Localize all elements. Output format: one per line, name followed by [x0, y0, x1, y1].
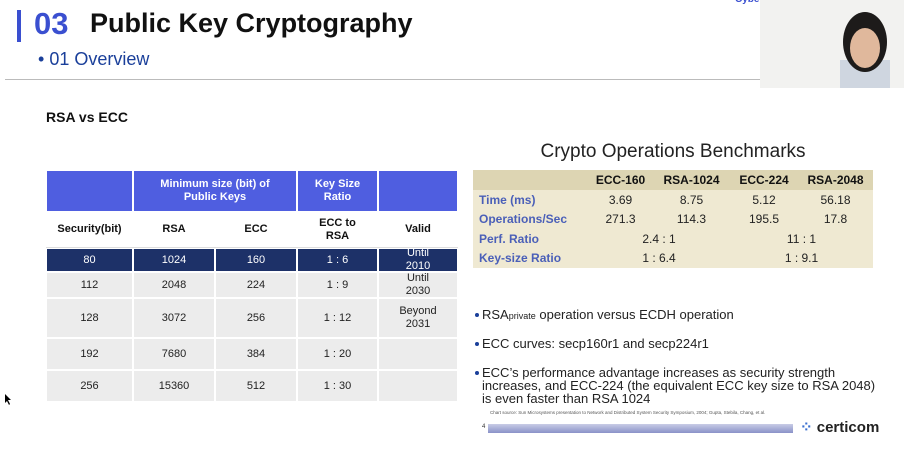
subtitle-text: 01 Overview: [49, 49, 150, 69]
empty-cell: [378, 338, 458, 370]
bullet: RSAprivate operation versus ECDH operati…: [475, 307, 882, 323]
table-cell: 2048: [133, 272, 215, 298]
table-cell: 192: [46, 338, 133, 370]
footer-bar: [488, 424, 793, 433]
table-cell: 1 : 12: [297, 298, 378, 338]
title-bar-accent: [17, 10, 21, 42]
table-cell: 5.12: [752, 192, 776, 207]
column-header: Valid: [378, 212, 458, 248]
table-cell: 80: [46, 248, 133, 272]
table-cell: 2.4 : 1: [642, 231, 676, 246]
page-number: 4: [482, 424, 486, 430]
table-cell: 1 : 30: [297, 370, 378, 402]
table-cell: 56.18: [820, 192, 851, 207]
logo-text: certicom: [816, 419, 880, 436]
table-cell: Until 2010: [378, 247, 458, 272]
header-cell: [46, 170, 133, 212]
table-cell: Beyond 2031: [378, 298, 458, 338]
table-cell: 1 : 20: [297, 338, 378, 370]
group-header: Key Size Ratio: [297, 170, 378, 212]
table-cell: 1 : 9.1: [784, 251, 819, 265]
slide-title: Public Key Cryptography: [90, 8, 413, 38]
column-header: RSA-1024: [663, 173, 720, 187]
bullet-text: RSA: [482, 307, 509, 322]
column-header: ECC-224: [739, 173, 789, 187]
table-cell: 271.3: [605, 212, 636, 226]
header-bg: [473, 170, 873, 190]
table-cell: 7680: [133, 338, 215, 370]
corner-text: Cybe: [735, 0, 759, 5]
table-cell: 512: [215, 370, 297, 402]
table-cell: 256: [215, 298, 297, 338]
empty-cell: [378, 370, 458, 402]
table-cell: 224: [215, 272, 297, 298]
table-cell: 112: [46, 272, 133, 298]
table-cell: 1024: [133, 248, 215, 272]
webcam-face: [850, 28, 880, 68]
row-label: Perf. Ratio: [479, 231, 540, 246]
logo: ⁘ certicom: [800, 419, 880, 436]
table-cell: 1 : 6: [297, 248, 378, 272]
table-cell: 1 : 6.4: [642, 251, 676, 265]
subtitle: • 01 Overview: [38, 49, 150, 69]
column-header: RSA-2048: [807, 173, 864, 187]
table-cell: 256: [46, 370, 133, 402]
table-cell: 3.69: [608, 192, 633, 207]
bullet: ECC curves: secp160r1 and secp224r1: [475, 337, 882, 350]
header-rule: [5, 79, 760, 80]
bullet-subscript: private: [508, 311, 536, 321]
table-cell: 114.3: [676, 212, 707, 226]
table-cell: 128: [46, 298, 133, 338]
webcam: [760, 0, 904, 88]
section-heading: RSA vs ECC: [46, 109, 128, 125]
column-header: ECC to RSA: [297, 212, 378, 248]
column-header: ECC: [215, 212, 297, 248]
column-header: Security(bit): [46, 212, 133, 248]
footnote: Chart source: Sun Microsystems presentat…: [490, 410, 766, 415]
row-label: Key-size Ratio: [479, 251, 562, 265]
bullet: ECC’s performance advantage increases as…: [475, 365, 876, 406]
table-cell: 3072: [133, 298, 215, 338]
table-cell: 384: [215, 338, 297, 370]
table-cell: 11 : 1: [786, 231, 817, 246]
bullet-text: operation versus ECDH operation: [535, 307, 734, 322]
benchmark-title: Crypto Operations Benchmarks: [540, 141, 806, 162]
row-label: Operations/Sec: [479, 212, 568, 226]
table-cell: 17.8: [823, 212, 848, 226]
table-cell: 160: [215, 248, 297, 272]
section-number: 03: [34, 6, 69, 41]
cursor: [5, 394, 11, 405]
column-header: RSA: [133, 212, 215, 248]
header-cell: [378, 170, 458, 212]
group-header: Minimum size (bit) of Public Keys: [133, 170, 297, 212]
table-cell: 195.5: [748, 212, 780, 226]
table-cell: 15360: [133, 370, 215, 402]
row-label: Time (ms): [479, 192, 536, 207]
table-cell: 8.75: [679, 192, 704, 207]
table-cell: 1 : 9: [297, 272, 378, 298]
table-cell: Until 2030: [378, 272, 458, 298]
column-header: ECC-160: [595, 173, 646, 187]
